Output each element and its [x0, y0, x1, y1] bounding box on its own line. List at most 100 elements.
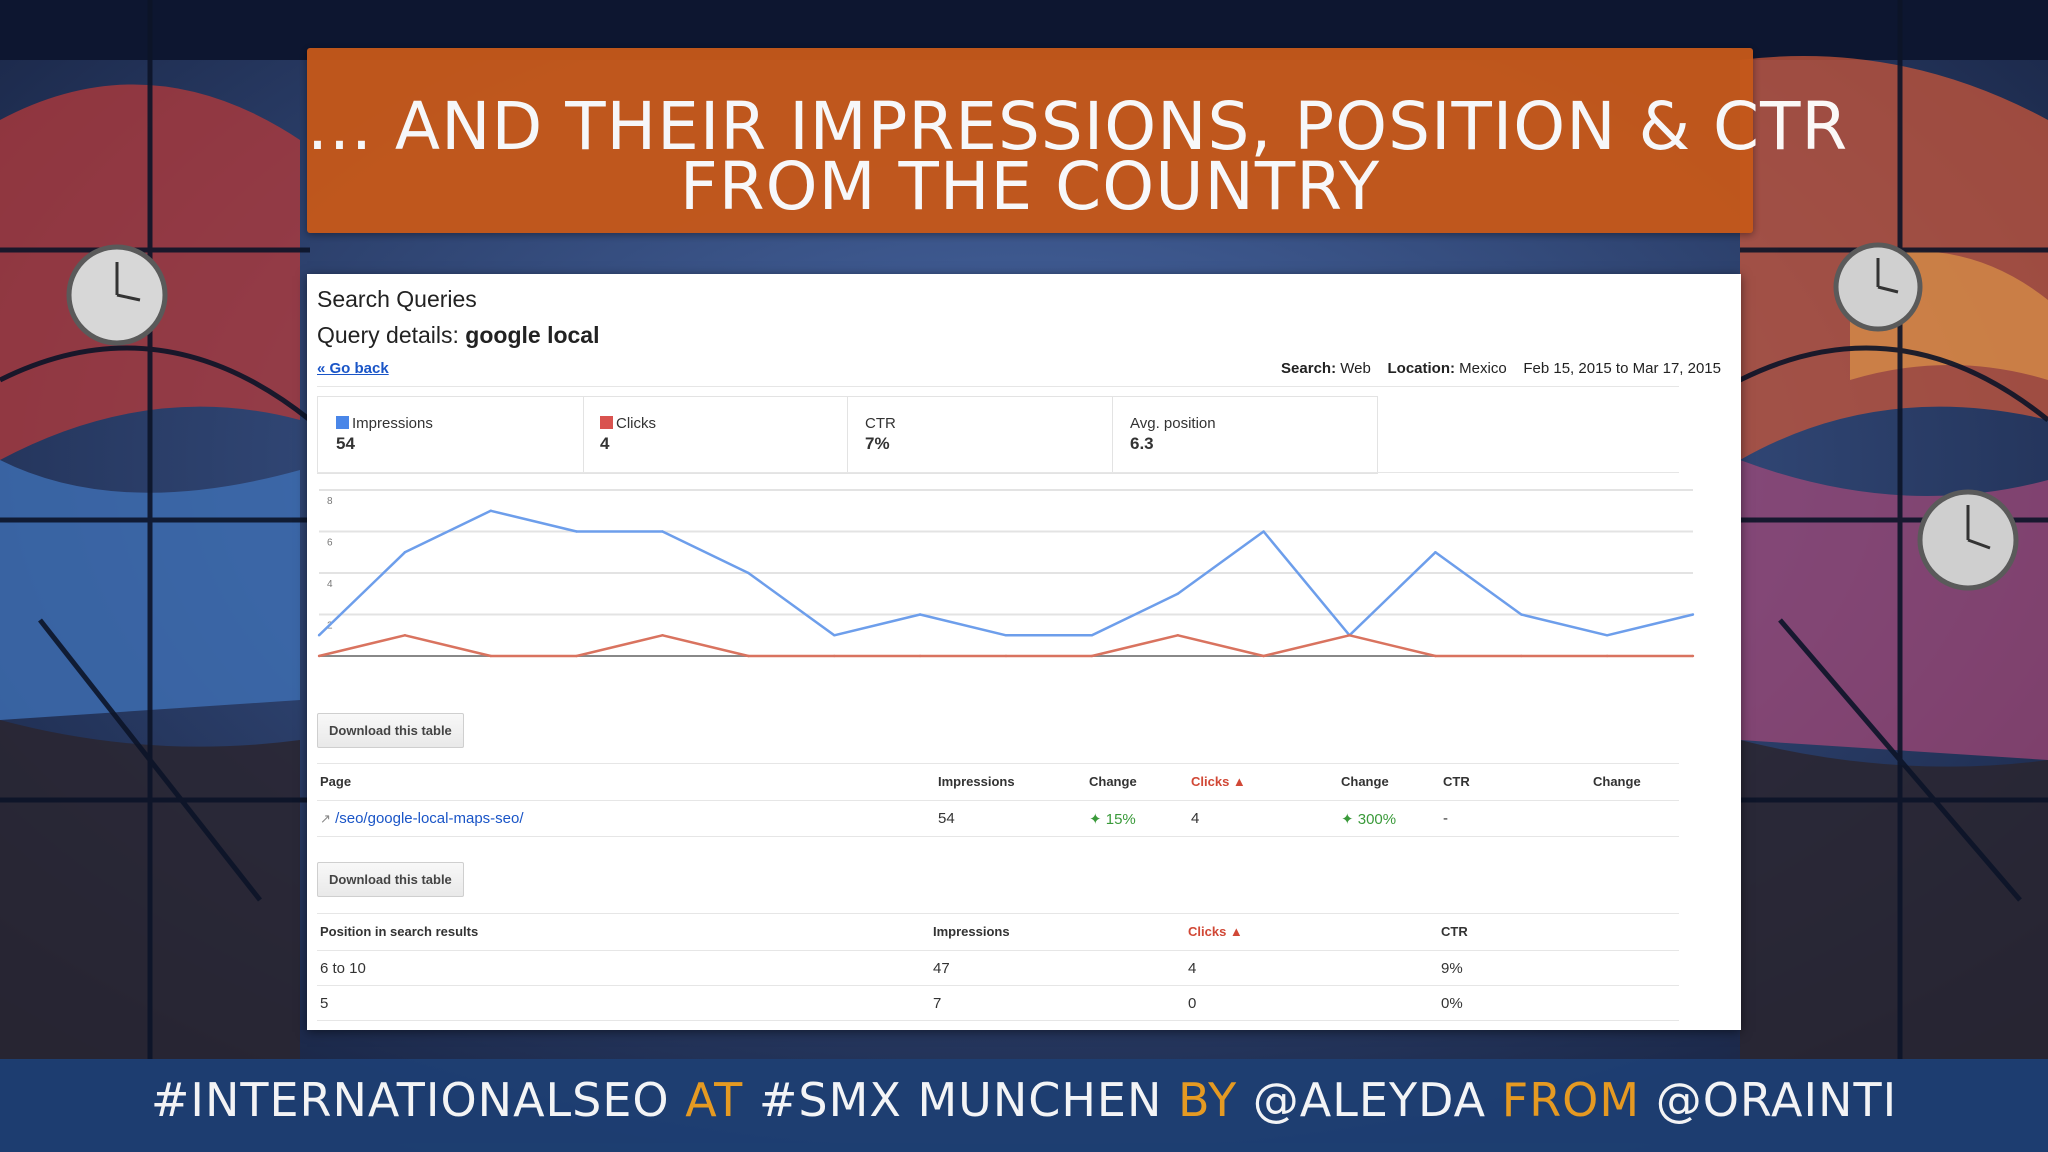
header-divider	[317, 386, 1679, 387]
col-position-impressions[interactable]: Impressions	[933, 924, 1010, 939]
table-row: ↗ /seo/google-local-maps-seo/	[320, 810, 524, 827]
point-impressions-4	[661, 530, 664, 533]
date-range[interactable]: Feb 15, 2015 to Mar 17, 2015	[1523, 360, 1721, 377]
point-impressions-2	[489, 509, 492, 512]
go-back-link[interactable]: « Go back	[317, 360, 389, 377]
impressions-clicks-chart: 24682/15/152/20/152/28/153/8/153/15/15	[317, 489, 1695, 658]
metric-avg-position-label: Avg. position	[1130, 415, 1216, 432]
col-page[interactable]: Page	[320, 774, 352, 789]
title-line-2: FROM THE COUNTRY	[679, 148, 1381, 225]
row-clicks: 4	[1191, 810, 1200, 827]
position-table-row-line	[317, 985, 1679, 986]
point-impressions-11	[1262, 530, 1265, 533]
point-impressions-8	[1004, 634, 1008, 637]
point-clicks-3	[575, 654, 578, 658]
search-filter-label: Search:	[1281, 360, 1337, 377]
title-line-1: ... AND THEIR IMPRESSIONS, POSITION & CT…	[307, 88, 1849, 165]
point-clicks-1	[403, 634, 407, 637]
query-value: google local	[465, 322, 600, 348]
position-table-top-line	[317, 913, 1679, 914]
search-queries-report: Search Queries Query details: google loc…	[307, 274, 1741, 1030]
pages-table-top-line	[317, 763, 1679, 764]
metric-clicks-value: 4	[600, 434, 610, 453]
col-impressions[interactable]: Impressions	[938, 774, 1015, 789]
location-filter-value: Mexico	[1459, 360, 1507, 377]
location-filter-label: Location:	[1387, 360, 1456, 377]
position-row-2-ctr: 0%	[1441, 995, 1463, 1012]
point-clicks-13	[1434, 654, 1437, 658]
query-prefix: Query details:	[317, 322, 466, 348]
point-clicks-6	[833, 654, 836, 658]
page-link[interactable]: /seo/google-local-maps-seo/	[335, 810, 524, 827]
col-change-2[interactable]: Change	[1341, 774, 1389, 789]
metric-impressions-label: Impressions	[352, 415, 433, 432]
point-impressions-15	[1605, 634, 1609, 637]
point-impressions-10	[1176, 592, 1179, 595]
pages-table-bottom-line	[317, 836, 1679, 837]
position-row-2-impressions: 7	[933, 995, 942, 1012]
series-line-clicks	[318, 634, 1693, 658]
position-row-1-ctr: 9%	[1441, 960, 1463, 977]
point-clicks-11	[1262, 654, 1265, 658]
clock-right-top-icon	[1833, 242, 1923, 332]
metric-impressions[interactable]: Impressions 54	[317, 396, 584, 474]
col-change-3[interactable]: Change	[1593, 774, 1641, 789]
metric-avg-position[interactable]: Avg. position 6.3	[1112, 396, 1378, 474]
metric-clicks[interactable]: Clicks 4	[582, 396, 848, 474]
clicks-swatch	[600, 416, 613, 429]
col-position-clicks-sorted[interactable]: Clicks ▲	[1188, 924, 1243, 939]
footer-segment-6: @ORAINTI	[1655, 1073, 1898, 1127]
search-filter-value: Web	[1340, 360, 1371, 377]
position-row-2-clicks: 0	[1188, 995, 1197, 1012]
footer-segment-3: BY	[1178, 1073, 1253, 1127]
col-ctr[interactable]: CTR	[1443, 774, 1470, 789]
point-clicks-16	[1691, 654, 1695, 658]
footer-segment-0: #INTERNATIONALSEO	[150, 1073, 686, 1127]
point-clicks-0	[317, 654, 321, 658]
metric-impressions-value: 54	[336, 434, 355, 453]
point-impressions-5	[747, 571, 750, 575]
point-clicks-15	[1605, 654, 1609, 658]
footer-bar: #INTERNATIONALSEO AT #SMX MUNCHEN BY @AL…	[0, 1059, 2048, 1152]
row-ctr: -	[1443, 810, 1448, 827]
col-change-1[interactable]: Change	[1089, 774, 1137, 789]
impressions-swatch	[336, 416, 349, 429]
report-title: Search Queries	[317, 286, 477, 312]
point-clicks-4	[661, 634, 664, 637]
position-row-1-clicks: 4	[1188, 960, 1197, 977]
title-banner: ... AND THEIR IMPRESSIONS, POSITION & CT…	[307, 48, 1849, 233]
y-tick-label-8: 8	[327, 496, 333, 507]
col-position[interactable]: Position in search results	[320, 924, 479, 939]
clock-right-bottom-icon	[1917, 489, 2019, 591]
footer-segment-2: #SMX MUNCHEN	[758, 1073, 1179, 1127]
point-clicks-14	[1520, 654, 1523, 658]
metric-ctr-label: CTR	[865, 415, 896, 432]
external-link-icon[interactable]: ↗	[320, 811, 331, 826]
point-impressions-16	[1691, 613, 1695, 616]
point-clicks-9	[1090, 654, 1094, 658]
metrics-bottom-divider	[317, 472, 1679, 473]
position-table-header-line	[317, 950, 1679, 951]
point-impressions-0	[317, 634, 321, 637]
download-table-button-2[interactable]: Download this table	[317, 862, 464, 897]
point-impressions-1	[403, 551, 407, 554]
point-clicks-5	[747, 654, 750, 658]
footer-text: #INTERNATIONALSEO AT #SMX MUNCHEN BY @AL…	[0, 1073, 2048, 1127]
pages-table-header-line	[317, 800, 1679, 801]
col-clicks-sorted[interactable]: Clicks ▲	[1191, 774, 1246, 789]
metric-ctr[interactable]: CTR 7%	[847, 396, 1113, 474]
point-clicks-12	[1348, 634, 1351, 637]
footer-segment-5: FROM	[1501, 1073, 1656, 1127]
point-clicks-2	[489, 654, 492, 658]
y-tick-label-4: 4	[327, 579, 333, 590]
position-row-1-impressions: 47	[933, 960, 950, 977]
metric-ctr-value: 7%	[865, 434, 890, 453]
point-impressions-14	[1520, 613, 1523, 616]
y-tick-label-6: 6	[327, 538, 333, 549]
point-impressions-7	[918, 613, 922, 616]
point-clicks-8	[1004, 654, 1008, 658]
col-position-ctr[interactable]: CTR	[1441, 924, 1468, 939]
position-row-2-position: 5	[320, 995, 329, 1012]
row-change-2: ✦ 300%	[1341, 811, 1397, 828]
download-table-button-1[interactable]: Download this table	[317, 713, 464, 748]
